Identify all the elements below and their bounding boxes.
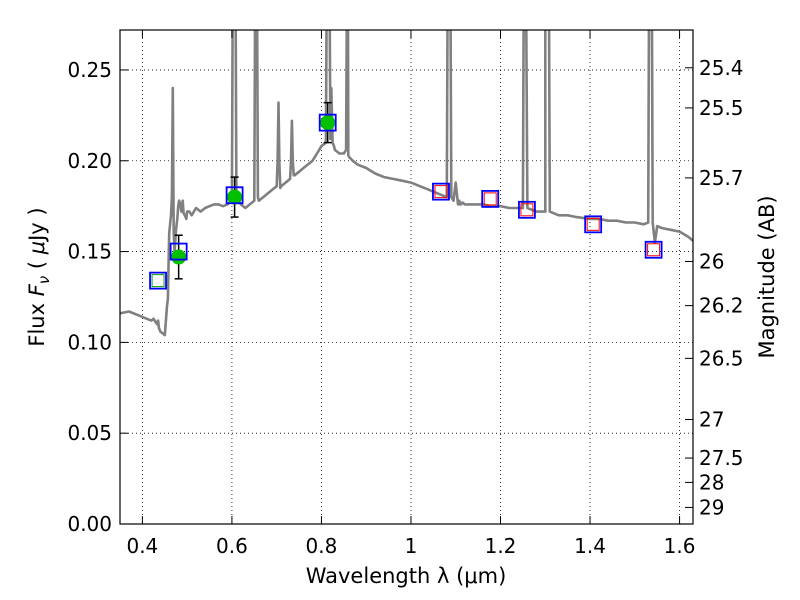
- model-flux-square: [225, 186, 244, 205]
- x-tick-label: 0.4: [126, 534, 158, 558]
- right-tick-label: 27: [699, 407, 724, 431]
- y-tick-label: 0.25: [67, 58, 112, 82]
- right-tick-label: 25.5: [699, 96, 744, 120]
- right-tick-label: 27.5: [699, 446, 744, 470]
- inner-square-marker: [151, 274, 165, 288]
- y-tick-label: 0.10: [67, 330, 112, 354]
- x-axis-label: Wavelength λ (μm): [306, 564, 507, 588]
- right-tick-label: 28: [699, 470, 724, 494]
- x-tick-label: 0.8: [306, 534, 338, 558]
- right-tick-label: 25.7: [699, 166, 744, 190]
- x-tick-label: 1.4: [574, 534, 606, 558]
- series-layer: [120, 30, 693, 337]
- inner-square-marker: [586, 217, 600, 231]
- spectrum-line: [120, 30, 693, 337]
- observed-flux-point: [227, 189, 243, 205]
- x-tick-label: 0.6: [216, 534, 248, 558]
- x-tick-label: 1.6: [664, 534, 696, 558]
- right-axis-label: Magnitude (AB): [755, 195, 779, 358]
- right-tick-label: 25.4: [699, 56, 744, 80]
- right-tick-label: 29: [699, 495, 724, 519]
- inner-square-marker: [520, 203, 534, 217]
- inner-square-marker: [483, 192, 497, 206]
- model-flux-square: [318, 113, 337, 132]
- model-flux-square: [169, 242, 188, 261]
- y-tick-label: 0.00: [67, 512, 112, 536]
- inner-square-marker: [647, 243, 661, 257]
- right-tick-label: 26.2: [699, 294, 744, 318]
- y-tick-label: 0.05: [67, 421, 112, 445]
- tick-labels: 0.4 0.6 0.8 1 1.2 1.4 1.6 0.00 0.05 0.10 0.15 0.20 0…: [67, 56, 743, 558]
- right-tick-label: 26.5: [699, 346, 744, 370]
- y-tick-label: 0.15: [67, 240, 112, 264]
- model-flux-square: [432, 182, 450, 201]
- model-flux-square: [481, 190, 500, 208]
- inner-square-marker: [434, 185, 448, 199]
- observed-flux-point: [320, 115, 336, 131]
- model-flux-square: [644, 240, 663, 259]
- x-tick-label: 1.2: [485, 534, 517, 558]
- y-tick-label: 0.20: [67, 149, 112, 173]
- model-flux-square: [584, 215, 603, 234]
- x-tick-label: 1: [405, 534, 418, 558]
- y-axis-label: Flux Fν ( μJy ): [25, 207, 53, 346]
- tick-marks: [120, 30, 693, 525]
- model-flux-square: [149, 271, 167, 290]
- plot-frame: [119, 29, 694, 525]
- model-flux-square: [518, 200, 536, 219]
- right-tick-label: 26: [699, 249, 724, 273]
- observed-flux-point: [171, 249, 187, 265]
